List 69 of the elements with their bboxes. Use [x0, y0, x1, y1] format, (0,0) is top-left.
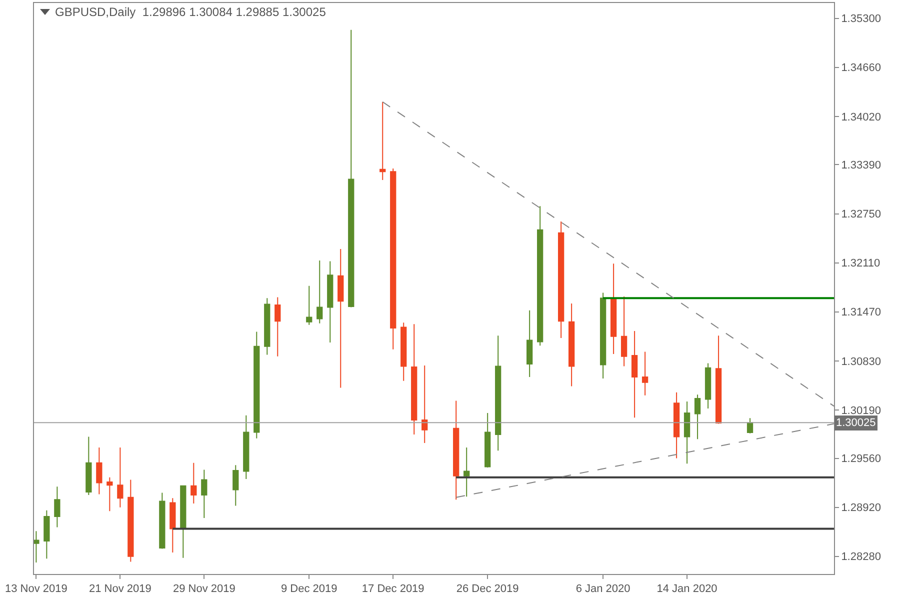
x-tick-label: 17 Dec 2019 — [362, 583, 424, 596]
candlestick — [400, 322, 407, 382]
y-tick-label: 1.28280 — [841, 551, 881, 564]
candlestick — [232, 464, 239, 506]
candlestick — [704, 362, 712, 409]
candlestick — [380, 101, 386, 181]
x-tick-label: 26 Dec 2019 — [456, 583, 519, 596]
candlestick — [464, 447, 470, 498]
chart-title: GBPUSD,Daily 1.29896 1.30084 1.29885 1.30025 — [55, 5, 326, 20]
y-tick-label: 1.31470 — [841, 306, 881, 319]
y-tick-label: 1.32110 — [841, 258, 880, 270]
candlestick — [600, 292, 606, 380]
candlestick — [673, 392, 680, 459]
y-tick-label: 1.29560 — [841, 453, 881, 466]
y-tick-label: 1.30190 — [841, 404, 881, 417]
candlestick — [274, 296, 281, 357]
candlestick — [642, 351, 648, 396]
candlestick — [316, 260, 323, 324]
candlestick — [338, 248, 344, 388]
y-tick-label: 1.33390 — [841, 160, 881, 172]
candlestick — [96, 447, 102, 495]
candlestick — [684, 401, 690, 464]
candlestick — [694, 394, 701, 440]
candlestick — [201, 469, 208, 519]
candlestick — [180, 485, 186, 558]
candlestick — [54, 486, 60, 528]
candlestick — [620, 296, 628, 367]
candlestick — [568, 302, 575, 387]
candlestick — [348, 29, 354, 308]
candlestick — [106, 476, 113, 512]
candlestick — [746, 418, 754, 434]
y-tick-label: 1.30830 — [841, 356, 881, 368]
candlestick — [170, 498, 176, 554]
candlestick — [453, 400, 460, 500]
candlestick — [190, 462, 197, 504]
candlestick — [715, 335, 722, 424]
y-tick-label: 1.34660 — [841, 62, 881, 74]
candlestick — [86, 436, 92, 496]
candlestick — [128, 479, 134, 562]
candlestick — [117, 447, 124, 508]
y-tick-label: 1.28920 — [841, 502, 881, 514]
candlestick — [34, 530, 40, 563]
candlestick — [327, 260, 334, 344]
candlestick — [254, 331, 260, 439]
candlestick — [495, 335, 502, 452]
candlestick — [306, 285, 312, 326]
x-tick-label: 29 Nov 2019 — [172, 583, 236, 596]
y-tick-label: 1.35300 — [841, 13, 881, 26]
x-tick-label: 6 Jan 2020 — [576, 583, 630, 596]
candlestick — [631, 330, 638, 418]
candlestick — [411, 324, 418, 436]
candlestick — [537, 206, 544, 346]
x-tick-label: 9 Dec 2019 — [280, 583, 338, 596]
x-tick-label: 14 Jan 2020 — [656, 583, 718, 596]
candlestick — [159, 492, 166, 550]
x-tick-label: 13 Nov 2019 — [4, 583, 68, 596]
y-tick-label: 1.32750 — [841, 208, 881, 221]
candlestick — [44, 510, 50, 560]
y-tick-label: 1.34020 — [841, 111, 881, 124]
candlestick — [243, 414, 250, 480]
candlestick — [264, 298, 270, 356]
candlestick — [526, 310, 533, 378]
candlestick — [558, 220, 564, 338]
candlestick — [390, 168, 396, 350]
x-tick-label: 21 Nov 2019 — [88, 583, 152, 596]
ref-line-label: 1.30025 — [836, 417, 876, 429]
candlestick — [610, 263, 617, 355]
candlestick — [484, 412, 491, 468]
candlestick — [422, 365, 428, 444]
